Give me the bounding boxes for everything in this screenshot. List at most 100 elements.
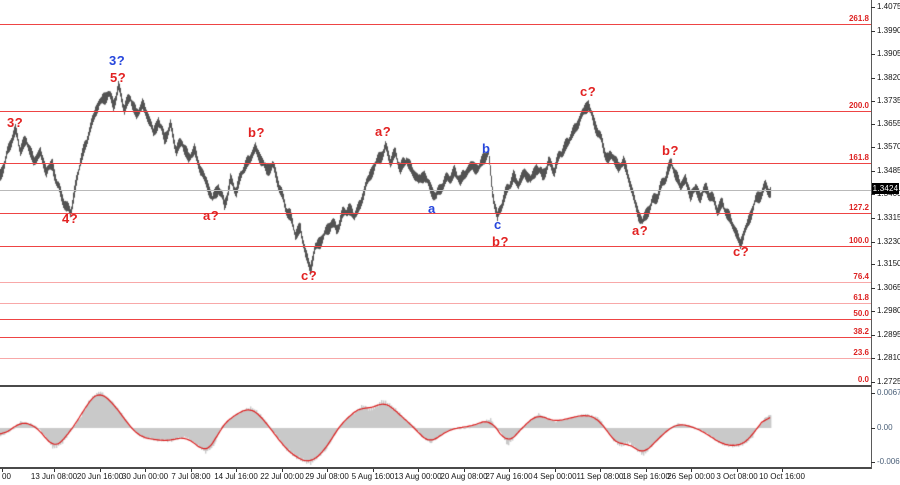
- fib-label-127.2: 127.2: [848, 203, 869, 212]
- wave-label-3q-blue[interactable]: 3?: [109, 53, 126, 68]
- wave-label-aq-red[interactable]: a?: [375, 124, 392, 139]
- time-axis-tick: [191, 469, 192, 472]
- time-axis-label: 3 Oct 08:00: [716, 472, 758, 481]
- wave-label-cq-red[interactable]: c?: [580, 84, 597, 99]
- time-axis-tick: [54, 469, 55, 472]
- price-axis-label: 1.2810: [877, 353, 900, 362]
- wave-label-bq-red[interactable]: b?: [248, 125, 265, 140]
- time-axis-label: 7 Jul 08:00: [171, 472, 211, 481]
- fib-label-50.0: 50.0: [853, 309, 869, 318]
- time-axis-label: 11 Sep 08:00: [576, 472, 624, 481]
- fib-label-0.0: 0.0: [857, 375, 869, 384]
- time-axis-label: 26 Sep 00:00: [667, 472, 715, 481]
- fib-line-127.2[interactable]: [0, 213, 871, 214]
- price-axis-tick: [871, 54, 875, 55]
- wave-label-4q-red[interactable]: 4?: [62, 211, 79, 226]
- wave-label-bq-red[interactable]: b?: [662, 143, 679, 158]
- time-axis-label: 5 Aug 16:00: [351, 472, 395, 481]
- price-axis-label: 1.3150: [877, 259, 900, 268]
- price-axis-tick: [871, 194, 875, 195]
- fib-label-23.6: 23.6: [853, 348, 869, 357]
- price-axis-label: 1.3570: [877, 142, 900, 151]
- time-axis-tick: [509, 469, 510, 472]
- fib-label-261.8: 261.8: [848, 14, 869, 23]
- time-axis-label: 30 Jun 00:00: [121, 472, 169, 481]
- wave-label-c-blue[interactable]: c: [494, 217, 502, 232]
- fib-line-76.4[interactable]: [0, 282, 871, 283]
- fib-label-100.0: 100.0: [848, 236, 869, 245]
- time-axis-tick: [327, 469, 328, 472]
- oscillator-axis-label: 0.00678: [877, 388, 900, 397]
- price-axis-tick: [871, 218, 875, 219]
- oscillator-axis-tick: [871, 462, 875, 463]
- price-axis-label: 1.2980: [877, 306, 900, 315]
- time-axis-tick: [100, 469, 101, 472]
- fib-label-76.4: 76.4: [853, 272, 869, 281]
- price-axis-tick: [871, 31, 875, 32]
- fib-label-200.0: 200.0: [848, 101, 869, 110]
- time-axis-label: 00: [2, 472, 11, 481]
- price-axis-label: 1.4075: [877, 2, 900, 11]
- oscillator-axis-tick: [871, 393, 875, 394]
- price-axis-label: 1.2725: [877, 377, 900, 386]
- time-axis-label: 20 Aug 08:00: [440, 472, 488, 481]
- oscillator-axis-tick: [871, 428, 875, 429]
- time-axis-label: 10 Oct 16:00: [759, 472, 805, 481]
- fib-line-200.0[interactable]: [0, 111, 871, 112]
- time-axis-tick: [600, 469, 601, 472]
- price-axis-tick: [871, 124, 875, 125]
- fib-line-50.0[interactable]: [0, 319, 871, 320]
- time-axis-label: 13 Aug 00:00: [394, 472, 442, 481]
- time-axis-tick: [236, 469, 237, 472]
- time-axis-tick: [782, 469, 783, 472]
- fib-line-38.2[interactable]: [0, 337, 871, 338]
- time-axis-tick: [282, 469, 283, 472]
- wave-label-3q-red[interactable]: 3?: [7, 115, 24, 130]
- wave-label-aq-red[interactable]: a?: [203, 208, 220, 223]
- time-axis-tick: [737, 469, 738, 472]
- time-axis-label: 4 Sep 00:00: [533, 472, 577, 481]
- price-axis-tick: [871, 101, 875, 102]
- fib-line-261.8[interactable]: [0, 24, 871, 25]
- fib-line-61.8[interactable]: [0, 303, 871, 304]
- price-axis-label: 1.3485: [877, 166, 900, 175]
- fib-line-100.0[interactable]: [0, 246, 871, 247]
- fib-line-23.6[interactable]: [0, 358, 871, 359]
- price-axis-label: 1.3735: [877, 96, 900, 105]
- fib-line-161.8[interactable]: [0, 163, 871, 164]
- time-axis-tick: [691, 469, 692, 472]
- price-axis-line: [871, 0, 872, 469]
- time-axis-label: 13 Jun 08:00: [30, 472, 78, 481]
- price-axis-tick: [871, 264, 875, 265]
- price-axis-tick: [871, 311, 875, 312]
- wave-label-aq-red[interactable]: a?: [632, 223, 649, 238]
- price-axis-label: 1.3990: [877, 26, 900, 35]
- wave-label-cq-red[interactable]: c?: [733, 244, 750, 259]
- time-axis-label: 20 Jun 16:00: [76, 472, 124, 481]
- wave-label-a-blue[interactable]: a: [428, 201, 436, 216]
- main-panel-bottom-border: [0, 385, 871, 387]
- current-price-badge: 1.3424: [872, 183, 899, 194]
- price-axis-label: 1.3065: [877, 283, 900, 292]
- wave-label-bq-red[interactable]: b?: [492, 234, 509, 249]
- fib-label-61.8: 61.8: [853, 293, 869, 302]
- price-axis-tick: [871, 382, 875, 383]
- price-axis-tick: [871, 78, 875, 79]
- price-axis-tick: [871, 242, 875, 243]
- wave-label-cq-red[interactable]: c?: [301, 268, 318, 283]
- price-axis-label: 1.3905: [877, 49, 900, 58]
- wave-label-5q-red[interactable]: 5?: [110, 70, 127, 85]
- time-axis-tick: [2, 469, 3, 472]
- time-axis-label: 14 Jul 16:00: [214, 472, 258, 481]
- time-axis-tick: [555, 469, 556, 472]
- time-axis-tick: [145, 469, 146, 472]
- time-axis-tick: [464, 469, 465, 472]
- time-axis-label: 22 Jul 00:00: [260, 472, 304, 481]
- price-axis-tick: [871, 288, 875, 289]
- fib-label-161.8: 161.8: [848, 153, 869, 162]
- price-axis-tick: [871, 147, 875, 148]
- current-price-line: [0, 190, 871, 191]
- oscillator-axis-label: 0.00: [877, 423, 893, 432]
- wave-label-b-blue[interactable]: b: [482, 141, 491, 156]
